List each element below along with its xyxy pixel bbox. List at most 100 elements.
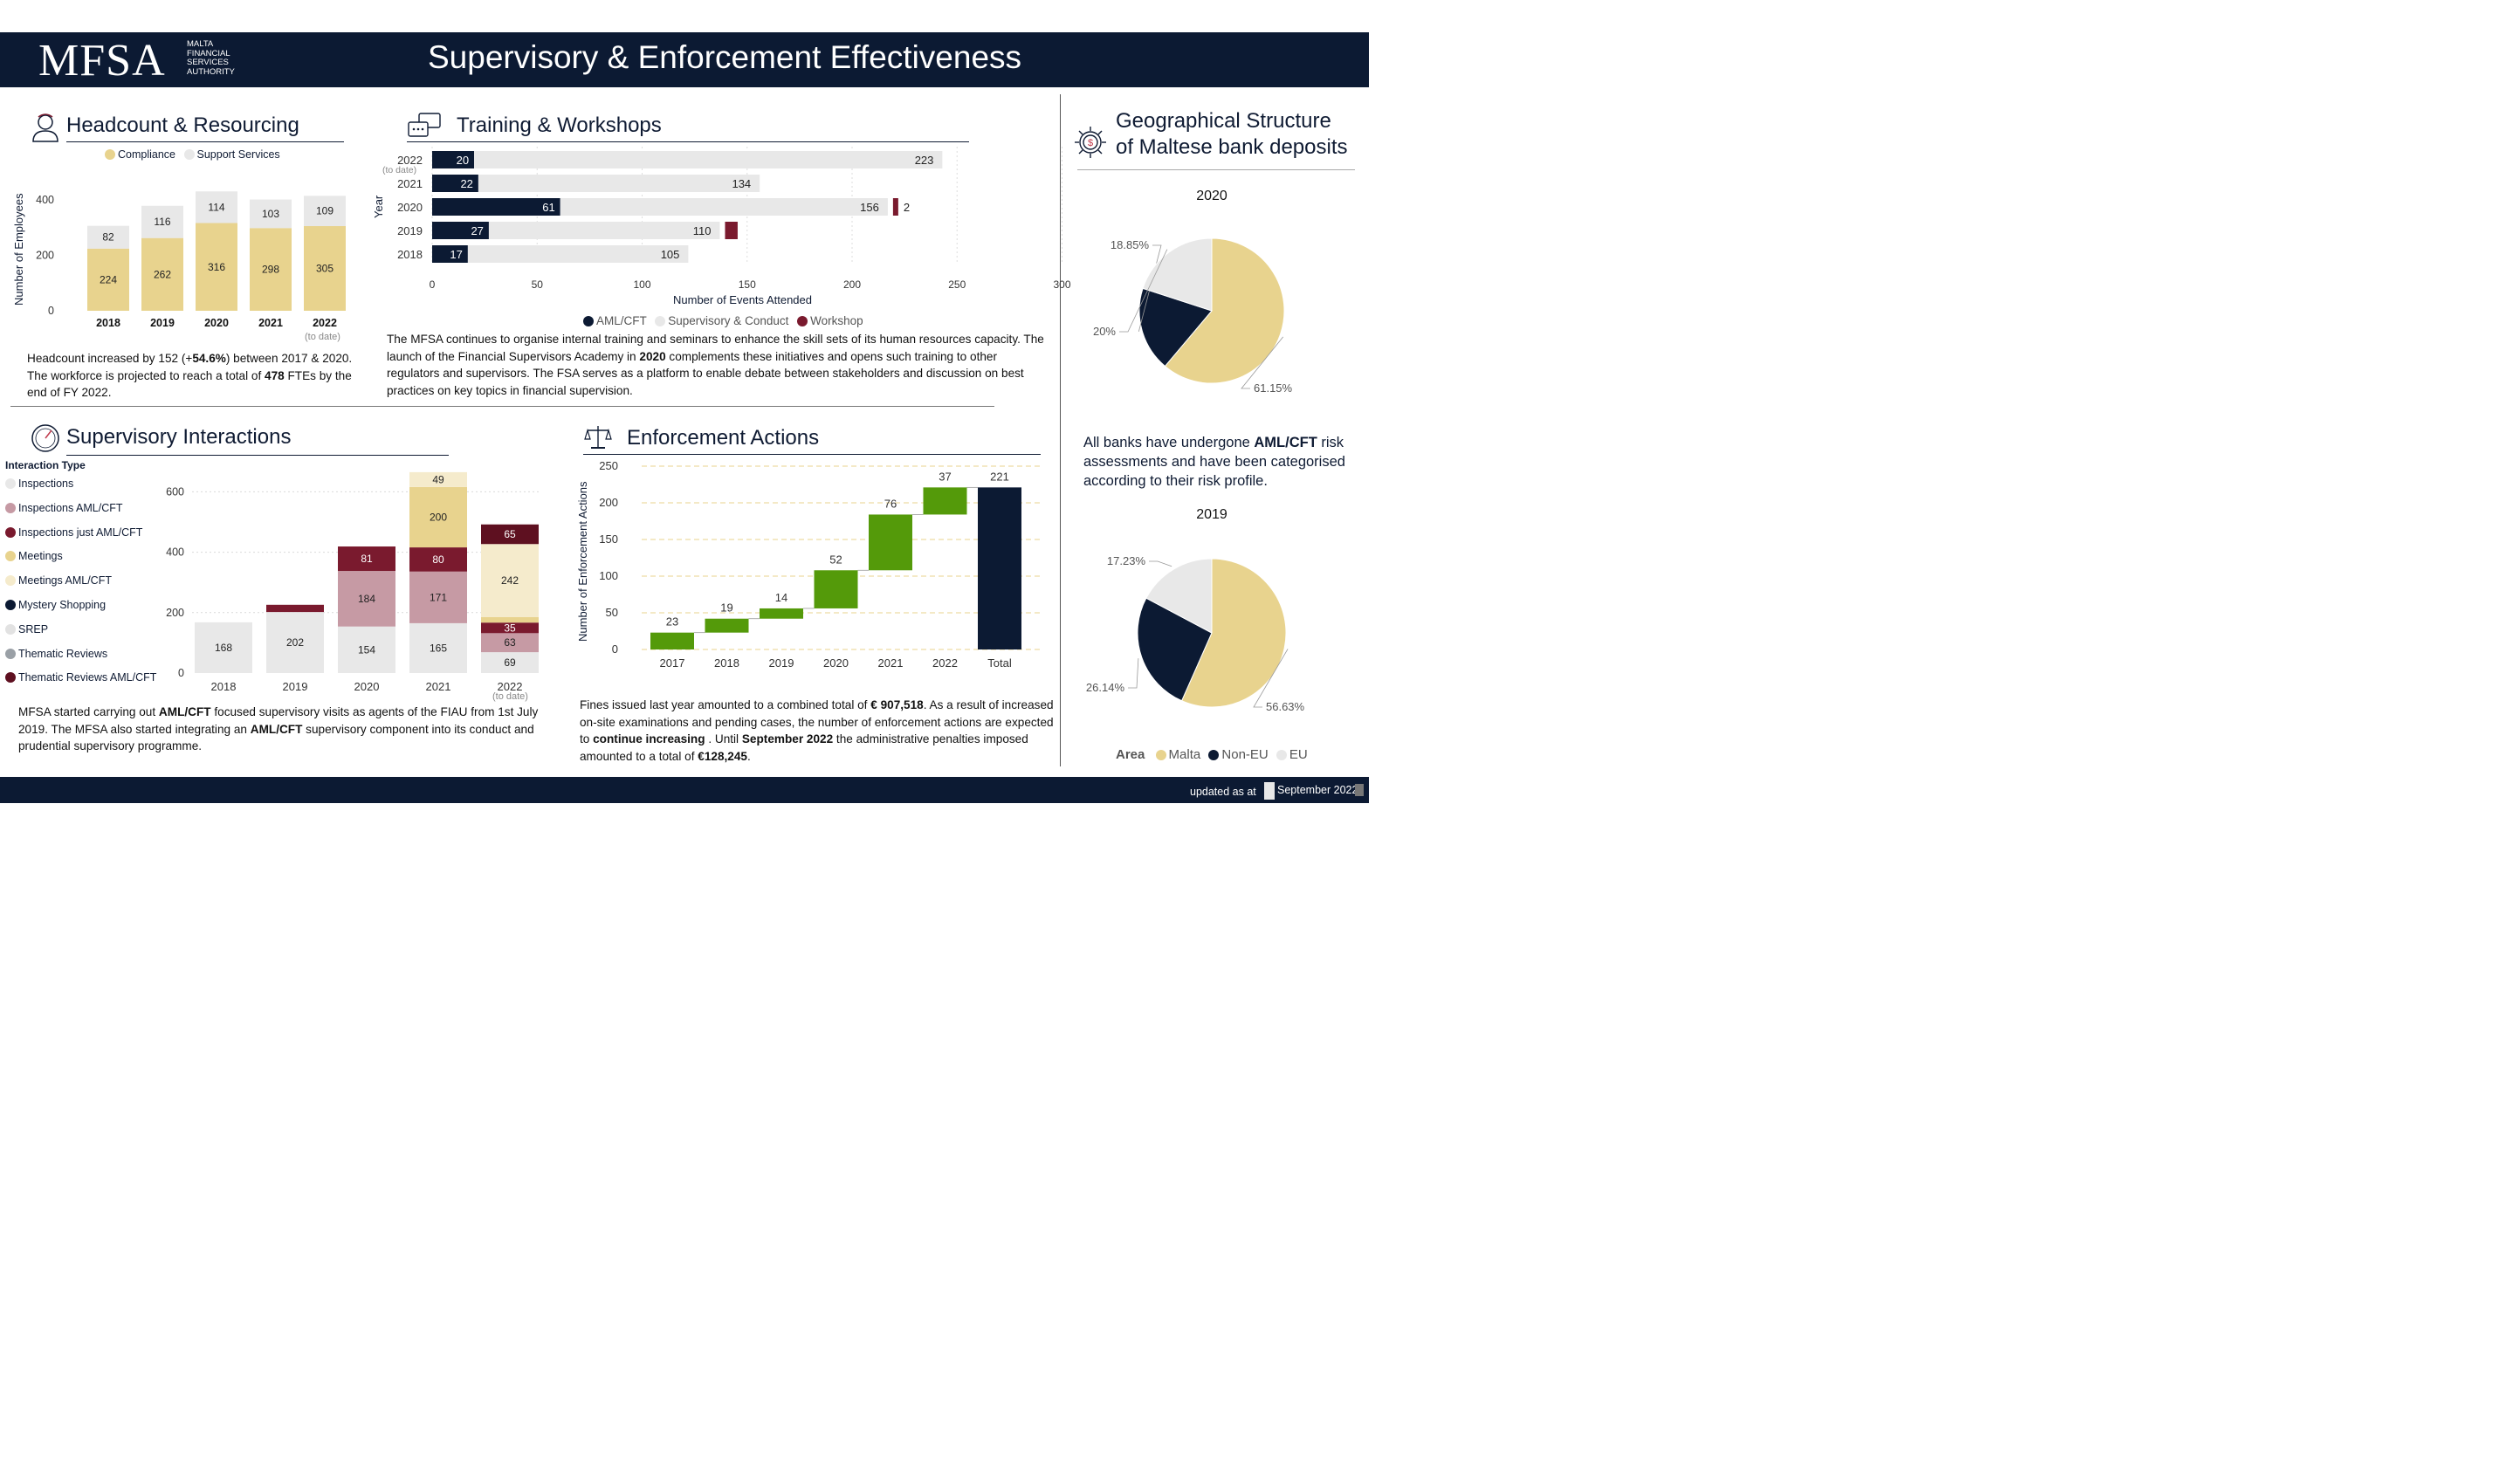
page-title: Supervisory & Enforcement Effectiveness [428,39,1022,75]
interactions-bar-label: 168 [215,642,232,654]
deposits-2019-pie: 2019 56.63% 26.14% 17.23% [1083,498,1353,725]
deposits-2019-leader-line [1149,560,1172,567]
interactions-bar-label: 242 [501,574,519,587]
enforcement-category-label: Total [987,656,1012,670]
interactions-description: MFSA started carrying out AML/CFT focuse… [18,705,539,753]
deposits-2019-title: 2019 [1196,507,1227,522]
legend-item-srep: SREP [5,623,156,648]
deposits-2019-leader-line [1253,649,1289,708]
legend-item-thematic-reviews: Thematic Reviews [5,648,156,672]
training-bar-supervisory-conduct [488,222,720,239]
interactions-ytick: 600 [166,485,184,498]
malta-swatch [1155,750,1166,760]
interactions-bar-label: 81 [361,553,373,565]
legend-label: Inspections AML/CFT [18,501,123,514]
legend-swatch [5,478,16,489]
geo-title-rule [1077,169,1355,170]
training-chart: 0 50 100 150 200 250 300 2022 20 223 2021 22 134 2020… [375,147,1074,308]
legend-item-thematic-reviews-aml-cft: Thematic Reviews AML/CFT [5,671,156,696]
legend-item-meetings-aml-cft: Meetings AML/CFT [5,574,156,599]
enforcement-bar-label: 14 [775,591,787,604]
interactions-title: Supervisory Interactions [66,425,292,449]
footer-date: September 2022 [1277,784,1358,796]
headcount-category-label: 2022 [313,317,337,329]
training-title: Training & Workshops [457,113,662,137]
legend-item-mystery-shopping: Mystery Shopping [5,599,156,623]
training-year-label: 2019 [397,224,423,237]
eu-swatch [1276,750,1287,760]
legend-item-malta: Malta [1155,747,1200,762]
enforcement-ytick: 200 [599,496,618,509]
scales-icon [584,426,612,449]
headcount-bar-support-services [196,191,237,223]
deposits-2020-svg: 2020 61.15% 18.85% 20% [1093,189,1293,395]
training-xtick: 0 [430,278,436,291]
deposits-2019-slice-label: 17.23% [1107,554,1146,567]
enforcement-increase-bar [760,608,803,619]
training-bar-workshop [725,222,738,239]
interactions-bar-inspections-just-aml-cft [338,546,395,572]
interactions-bar-label: 35 [504,622,516,634]
enforcement-category-label: 2021 [878,656,904,670]
legend-label: Thematic Reviews AML/CFT [18,671,157,684]
training-bar-label: 17 [450,248,462,261]
training-bar-label: 105 [661,248,680,261]
training-bar-label: 61 [542,201,554,214]
deposits-2020-pie: 2020 61.15% 18.85% 20% [1083,179,1353,406]
interactions-bar-meetings-aml-cft [481,544,539,617]
enforcement-increase-bar [923,487,967,515]
interactions-bar-label: 171 [430,591,447,603]
headcount-2022-note: (to date) [305,332,340,342]
interactions-bar-label: 154 [358,643,375,656]
headcount-bar-label: 114 [208,201,224,213]
training-bar-label: 20 [457,154,469,167]
deposits-2019-svg: 2019 56.63% 26.14% 17.23% [1086,507,1305,713]
enforcement-increase-bar [705,618,749,633]
enforcement-total-bar [978,487,1021,649]
support-swatch [183,149,195,160]
headcount-bar-compliance [304,226,346,311]
legend-swatch [5,575,16,587]
training-xtick: 100 [633,278,650,291]
headcount-ytick: 0 [48,305,54,317]
interactions-category-label: 2021 [426,680,451,693]
interactions-category-label: 2022 [498,680,523,693]
deposits-2020-leader-line [1241,336,1284,389]
interactions-ytick: 400 [166,546,184,559]
legend-swatch [5,502,16,513]
enforcement-ytick: 150 [599,532,618,546]
training-bar-label: 134 [732,177,751,190]
interactions-bar-label: 200 [430,511,447,523]
headcount-bar-support-services [250,199,292,229]
enforcement-ytick: 50 [606,606,618,619]
legend-label: Inspections just AML/CFT [18,526,143,539]
training-bar-label: 156 [860,201,879,214]
legend-label: Meetings AML/CFT [18,574,112,587]
headcount-bar-support-services [141,205,183,238]
headcount-bar-label: 82 [102,231,114,244]
interactions-chart: 0 200 400 600 168 2018 202 2019 154 184 81 2020 165 1… [157,463,559,698]
enforcement-category-label: 2019 [769,656,794,670]
interactions-bar-inspections [481,652,539,673]
headcount-ytick: 200 [36,249,54,261]
enforcement-description: Fines issued last year amounted to a com… [580,698,1054,763]
headcount-bar-support-services [304,196,346,227]
headcount-svg: 0 200 400 224 82 2018 262 116 2019 316 114 2020 298 1… [36,191,346,329]
enforcement-bar-label: 37 [939,470,951,483]
training-bar-label: 2 [904,201,910,214]
deposits-2019-slice-non-eu [1137,597,1213,702]
legend-swatch [5,623,16,635]
enforcement-bar-label: 221 [990,470,1009,483]
interactions-ytick: 200 [166,607,184,619]
enforcement-category-label: 2020 [823,656,849,670]
training-legend: AML/CFT Supervisory & Conduct Workshop [583,314,863,327]
interactions-bar-meetings-aml-cft [409,471,467,487]
interactions-bar-inspections-aml-cft [338,571,395,627]
legend-swatch [5,551,16,562]
training-bar-supervisory-conduct [467,245,689,263]
headcount-bar-support-services [87,225,129,249]
headcount-title-rule [66,141,344,142]
deposits-2019-slice-label: 56.63% [1266,700,1305,713]
aml-swatch [583,316,594,326]
interactions-legend-title: Interaction Type [5,459,86,471]
